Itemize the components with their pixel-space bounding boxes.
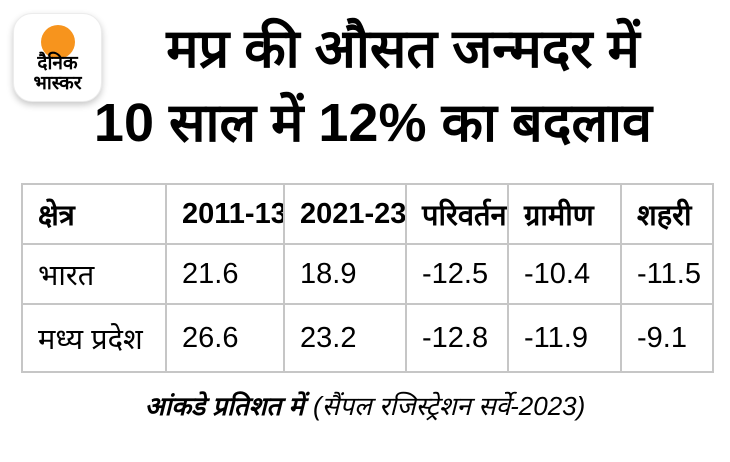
value-cell: 26.6 <box>165 303 285 373</box>
column-header-2011-13: 2011-13 <box>165 183 285 245</box>
column-header-2021-23: 2021-23 <box>283 183 407 245</box>
sun-icon <box>40 25 75 59</box>
logo-wordmark: दैनिक भास्कर <box>14 54 101 94</box>
header-row: क्षेत्र 2011-13 2021-23 परिवर्तन ग्रामीण… <box>21 183 714 245</box>
table-row-madhya-pradesh: मध्य प्रदेश 26.6 23.2 -12.8 -11.9 -9.1 <box>21 303 714 373</box>
birth-rate-table: क्षेत्र 2011-13 2021-23 परिवर्तन ग्रामीण… <box>21 183 714 373</box>
region-cell: मध्य प्रदेश <box>21 303 167 373</box>
value-cell: -11.5 <box>620 243 714 305</box>
value-cell: 23.2 <box>283 303 407 373</box>
headline-line-2: 10 साल में 12% का बदलाव <box>93 93 653 153</box>
footnote-units-text: आंकडे प्रतिशत में <box>144 391 305 421</box>
region-cell: भारत <box>21 243 167 305</box>
footnote: आंकडे प्रतिशत में (सैंपल रजिस्ट्रेशन सर्व… <box>0 386 730 426</box>
value-cell: -12.5 <box>405 243 509 305</box>
logo-text-line1: दैनिक <box>37 53 78 74</box>
column-header-rural: ग्रामीण <box>507 183 622 245</box>
value-cell: -12.8 <box>405 303 509 373</box>
footnote-source-text: (सैंपल रजिस्ट्रेशन सर्वे-2023) <box>313 391 586 421</box>
value-cell: -9.1 <box>620 303 714 373</box>
column-header-change: परिवर्तन <box>405 183 509 245</box>
dainik-bhaskar-logo: दैनिक भास्कर <box>13 13 102 102</box>
logo-text-line2: भास्कर <box>33 73 82 94</box>
column-header-urban: शहरी <box>620 183 714 245</box>
table-row-india: भारत 21.6 18.9 -12.5 -10.4 -11.5 <box>21 243 714 305</box>
column-header-region: क्षेत्र <box>21 183 167 245</box>
value-cell: 18.9 <box>283 243 407 305</box>
value-cell: 21.6 <box>165 243 285 305</box>
headline-line-1: मप्र की औसत जन्मदर में <box>166 19 640 79</box>
value-cell: -11.9 <box>507 303 622 373</box>
headline: मप्र की औसत जन्मदर में 10 साल में 12% का… <box>0 12 730 160</box>
value-cell: -10.4 <box>507 243 622 305</box>
